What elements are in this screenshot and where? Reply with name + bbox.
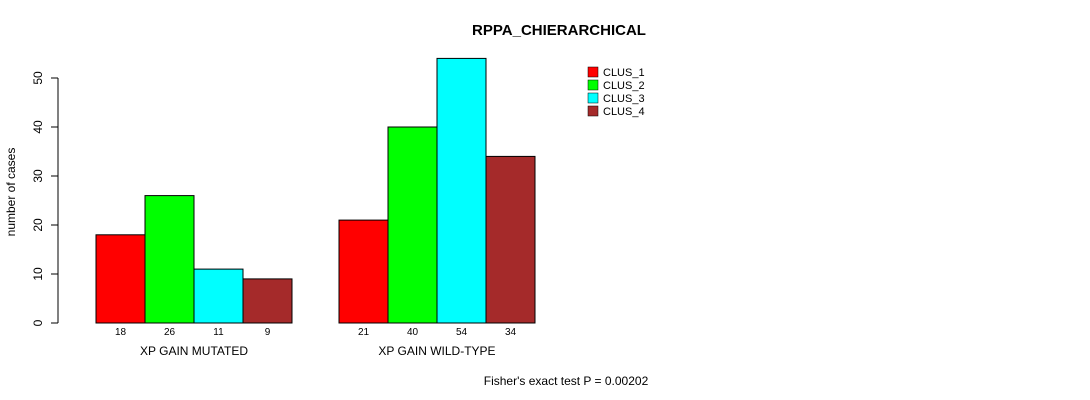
bar-value-label: 9 bbox=[265, 327, 271, 338]
group-label: XP GAIN WILD-TYPE bbox=[378, 344, 495, 358]
bar-clus-2 bbox=[387, 126, 438, 324]
bar-clus-3 bbox=[193, 268, 244, 324]
bar-value-label: 40 bbox=[407, 327, 419, 338]
group-label: XP GAIN MUTATED bbox=[140, 344, 248, 358]
bar-value-label: 54 bbox=[456, 327, 468, 338]
bar-value-label: 18 bbox=[115, 327, 127, 338]
group-labels: XP GAIN MUTATED XP GAIN WILD-TYPE bbox=[140, 344, 496, 358]
legend-swatch bbox=[587, 79, 599, 91]
legend-swatch bbox=[587, 92, 599, 104]
bar-clus-1 bbox=[338, 219, 389, 324]
legend-label: CLUS_2 bbox=[603, 80, 645, 92]
bar-clus-3 bbox=[436, 57, 487, 324]
bar-clus-4 bbox=[485, 155, 536, 324]
y-tick-label: 30 bbox=[31, 169, 45, 183]
chart-title: RPPA_CHIERARCHICAL bbox=[472, 22, 646, 39]
bars bbox=[95, 57, 536, 324]
legend-label: CLUS_1 bbox=[603, 67, 645, 79]
legend-label: CLUS_4 bbox=[603, 106, 645, 118]
y-tick-label: 40 bbox=[31, 120, 45, 134]
bar-value-label: 11 bbox=[213, 327, 224, 338]
y-axis-label: number of cases bbox=[4, 148, 18, 237]
bar-clus-2 bbox=[144, 195, 195, 324]
bar-clus-1 bbox=[95, 234, 146, 324]
legend-swatch bbox=[587, 66, 599, 78]
bar-value-label: 34 bbox=[505, 327, 517, 338]
legend-label: CLUS_3 bbox=[603, 93, 645, 105]
y-tick-label: 50 bbox=[31, 71, 45, 85]
y-tick-label: 10 bbox=[31, 267, 45, 281]
y-axis: 0 10 20 30 40 50 bbox=[31, 71, 59, 326]
fisher-test-annotation: Fisher's exact test P = 0.00202 bbox=[484, 374, 649, 388]
bar-value-labels: 18 26 11 9 21 40 54 34 bbox=[115, 327, 517, 338]
y-tick-label: 0 bbox=[31, 319, 45, 326]
y-tick-label: 20 bbox=[31, 218, 45, 232]
bar-value-label: 26 bbox=[164, 327, 176, 338]
legend-swatch bbox=[587, 105, 599, 117]
bar-value-label: 21 bbox=[358, 327, 370, 338]
bar-clus-4 bbox=[242, 278, 293, 324]
